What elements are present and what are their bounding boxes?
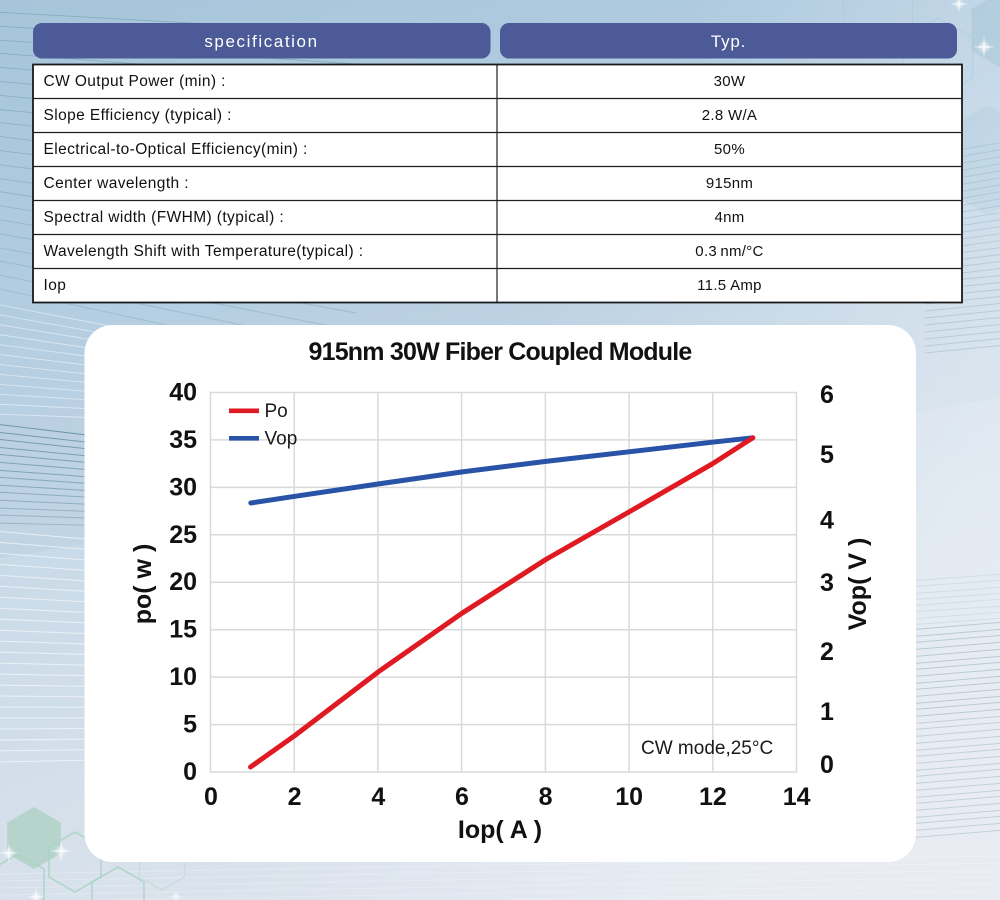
svg-text:10: 10	[615, 783, 643, 811]
svg-text:6: 6	[820, 381, 834, 409]
svg-text:CW mode,25°C: CW mode,25°C	[641, 738, 773, 759]
svg-text:5: 5	[183, 711, 197, 739]
svg-text:35: 35	[169, 426, 197, 454]
svg-text:Iop( A ): Iop( A )	[458, 816, 542, 844]
svg-text:Vop: Vop	[265, 428, 298, 449]
svg-text:0: 0	[183, 758, 197, 786]
svg-text:25: 25	[169, 521, 197, 549]
svg-text:0.3 nm/°C: 0.3 nm/°C	[695, 243, 763, 260]
svg-text:30W: 30W	[714, 73, 746, 90]
svg-text:40: 40	[169, 379, 197, 407]
svg-text:14: 14	[783, 783, 811, 811]
svg-text:1: 1	[820, 698, 834, 726]
svg-text:6: 6	[455, 783, 469, 811]
svg-text:0: 0	[204, 783, 218, 811]
svg-text:Electrical-to-Optical Efficien: Electrical-to-Optical Efficiency(min) :	[44, 141, 308, 158]
svg-text:11.5 Amp: 11.5 Amp	[697, 277, 762, 294]
svg-text:2.8 W/A: 2.8 W/A	[702, 107, 757, 124]
svg-text:20: 20	[169, 568, 197, 596]
svg-text:12: 12	[699, 783, 727, 811]
svg-text:30: 30	[169, 473, 197, 501]
svg-text:4nm: 4nm	[714, 209, 744, 226]
svg-text:50%: 50%	[714, 141, 745, 158]
svg-text:specification: specification	[204, 32, 318, 51]
svg-text:Spectral width (FWHM) (typical: Spectral width (FWHM) (typical) :	[44, 209, 285, 226]
svg-text:po( w ): po( w )	[129, 544, 157, 625]
svg-text:Center wavelength :: Center wavelength :	[44, 175, 189, 192]
svg-text:2: 2	[288, 783, 302, 811]
svg-text:15: 15	[169, 616, 197, 644]
svg-text:8: 8	[539, 783, 553, 811]
svg-text:10: 10	[169, 663, 197, 691]
svg-text:4: 4	[371, 783, 385, 811]
svg-text:Iop: Iop	[44, 277, 67, 294]
svg-text:2: 2	[820, 638, 834, 666]
svg-text:915nm 30W Fiber Coupled Module: 915nm 30W Fiber Coupled Module	[309, 338, 693, 366]
svg-text:5: 5	[820, 441, 834, 469]
svg-text:4: 4	[820, 507, 834, 535]
svg-text:Vop( V ): Vop( V )	[844, 538, 872, 631]
svg-text:Po: Po	[265, 401, 288, 422]
svg-text:Typ.: Typ.	[711, 32, 746, 51]
svg-text:Slope Efficiency (typical) :: Slope Efficiency (typical) :	[44, 107, 232, 124]
svg-text:Wavelength Shift with Temperat: Wavelength Shift with Temperature(typica…	[44, 243, 364, 260]
svg-text:915nm: 915nm	[706, 175, 753, 192]
svg-text:0: 0	[820, 751, 834, 779]
svg-text:3: 3	[820, 569, 834, 597]
svg-text:CW Output Power (min) :: CW Output Power (min) :	[44, 73, 226, 90]
